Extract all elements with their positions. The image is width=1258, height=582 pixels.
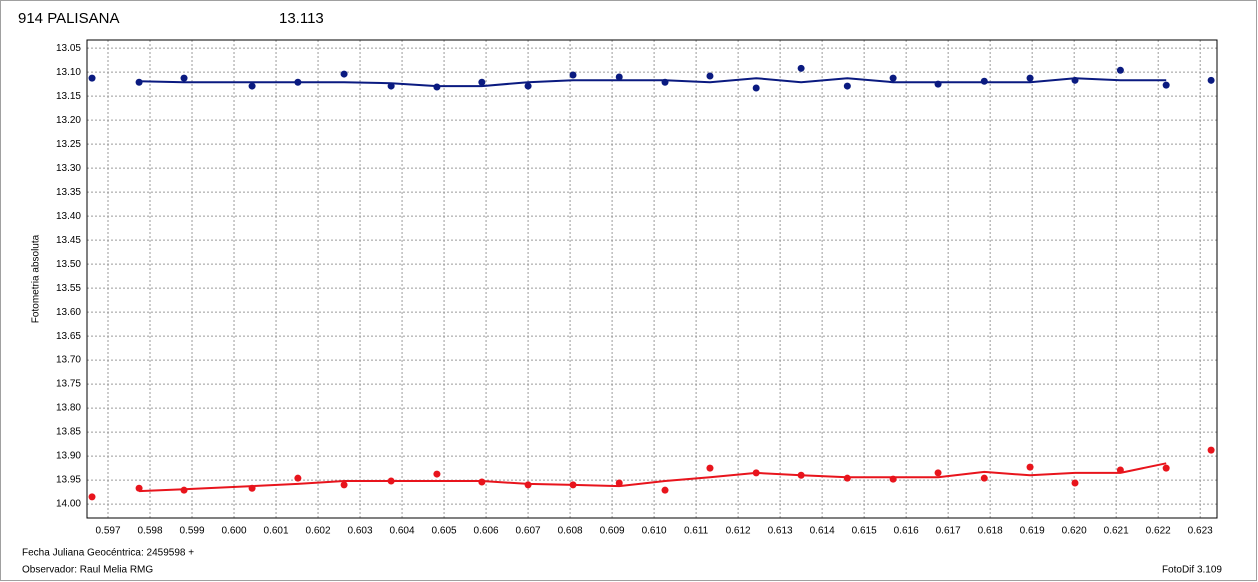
x-tick-label: 0.623 bbox=[1188, 526, 1213, 537]
x-tick-label: 0.617 bbox=[936, 526, 961, 537]
x-tick-label: 0.616 bbox=[894, 526, 919, 537]
x-tick-label: 0.615 bbox=[852, 526, 877, 537]
x-tick-label: 0.601 bbox=[264, 526, 289, 537]
x-tick-label: 0.599 bbox=[180, 526, 205, 537]
data-point bbox=[706, 464, 714, 472]
x-tick-label: 0.610 bbox=[642, 526, 667, 537]
y-tick-label: 13.60 bbox=[56, 307, 81, 318]
software: FotoDif 3.109 bbox=[1162, 565, 1222, 576]
data-point bbox=[1116, 66, 1124, 74]
chart-title: 914 PALISANA bbox=[18, 10, 119, 27]
x-axis-label: Fecha Juliana Geocéntrica: 2459598 + bbox=[22, 548, 194, 559]
y-axis-label: Fotometria absoluta bbox=[31, 234, 42, 323]
x-tick-label: 0.603 bbox=[348, 526, 373, 537]
data-point bbox=[1207, 76, 1215, 84]
x-tick-label: 0.605 bbox=[432, 526, 457, 537]
data-point bbox=[88, 74, 96, 82]
data-point bbox=[661, 486, 669, 494]
data-point bbox=[569, 71, 577, 79]
data-point bbox=[1207, 446, 1215, 454]
y-tick-label: 13.75 bbox=[56, 379, 81, 390]
data-point bbox=[433, 470, 441, 478]
data-point bbox=[1071, 479, 1079, 487]
x-tick-label: 0.622 bbox=[1146, 526, 1171, 537]
y-tick-label: 13.65 bbox=[56, 331, 81, 342]
data-point bbox=[387, 82, 395, 90]
data-point bbox=[706, 72, 714, 80]
x-tick-label: 0.620 bbox=[1062, 526, 1087, 537]
x-tick-label: 0.608 bbox=[558, 526, 583, 537]
y-tick-label: 13.85 bbox=[56, 427, 81, 438]
y-tick-label: 13.15 bbox=[56, 91, 81, 102]
x-tick-label: 0.612 bbox=[726, 526, 751, 537]
chart-subtitle: 13.113 bbox=[279, 10, 324, 27]
x-tick-label: 0.609 bbox=[600, 526, 625, 537]
data-point bbox=[797, 64, 805, 72]
data-point bbox=[1026, 74, 1034, 82]
data-point bbox=[843, 82, 851, 90]
y-tick-label: 13.10 bbox=[56, 67, 81, 78]
data-point bbox=[135, 484, 143, 492]
fit-line bbox=[139, 462, 1167, 493]
data-point bbox=[248, 82, 256, 90]
x-tick-label: 0.604 bbox=[390, 526, 415, 537]
y-tick-label: 13.20 bbox=[56, 115, 81, 126]
x-tick-label: 0.613 bbox=[768, 526, 793, 537]
data-point bbox=[524, 82, 532, 90]
data-point bbox=[340, 481, 348, 489]
y-tick-label: 13.90 bbox=[56, 451, 81, 462]
y-tick-label: 13.35 bbox=[56, 187, 81, 198]
y-tick-label: 13.95 bbox=[56, 475, 81, 486]
x-tick-label: 0.606 bbox=[474, 526, 499, 537]
x-tick-label: 0.598 bbox=[137, 526, 162, 537]
y-tick-label: 13.70 bbox=[56, 355, 81, 366]
x-tick-label: 0.607 bbox=[516, 526, 541, 537]
y-tick-label: 14.00 bbox=[56, 499, 81, 510]
data-point bbox=[615, 479, 623, 487]
y-tick-label: 13.40 bbox=[56, 211, 81, 222]
x-tick-label: 0.618 bbox=[978, 526, 1003, 537]
data-point bbox=[752, 84, 760, 92]
data-point bbox=[294, 474, 302, 482]
x-tick-label: 0.602 bbox=[306, 526, 331, 537]
x-tick-label: 0.619 bbox=[1020, 526, 1045, 537]
y-tick-label: 13.30 bbox=[56, 163, 81, 174]
x-tick-label: 0.600 bbox=[222, 526, 247, 537]
data-point bbox=[180, 74, 188, 82]
fit-line bbox=[139, 77, 1167, 88]
y-tick-label: 13.45 bbox=[56, 235, 81, 246]
data-point bbox=[934, 469, 942, 477]
data-point bbox=[1162, 464, 1170, 472]
data-point bbox=[340, 70, 348, 78]
data-point bbox=[889, 74, 897, 82]
x-tick-label: 0.611 bbox=[684, 526, 709, 537]
y-tick-label: 13.55 bbox=[56, 283, 81, 294]
plot-frame bbox=[86, 39, 1218, 519]
data-point bbox=[1162, 81, 1170, 89]
y-tick-label: 13.80 bbox=[56, 403, 81, 414]
data-point bbox=[88, 493, 96, 501]
data-point bbox=[478, 78, 486, 86]
data-point bbox=[1026, 463, 1034, 471]
data-point bbox=[615, 73, 623, 81]
y-tick-label: 13.25 bbox=[56, 139, 81, 150]
observer: Observador: Raul Melia RMG bbox=[22, 565, 153, 576]
x-tick-label: 0.621 bbox=[1104, 526, 1129, 537]
plot-area bbox=[87, 40, 1217, 518]
y-tick-label: 13.05 bbox=[56, 43, 81, 54]
y-tick-label: 13.50 bbox=[56, 259, 81, 270]
x-tick-label: 0.597 bbox=[95, 526, 120, 537]
data-point bbox=[980, 474, 988, 482]
x-tick-label: 0.614 bbox=[810, 526, 835, 537]
